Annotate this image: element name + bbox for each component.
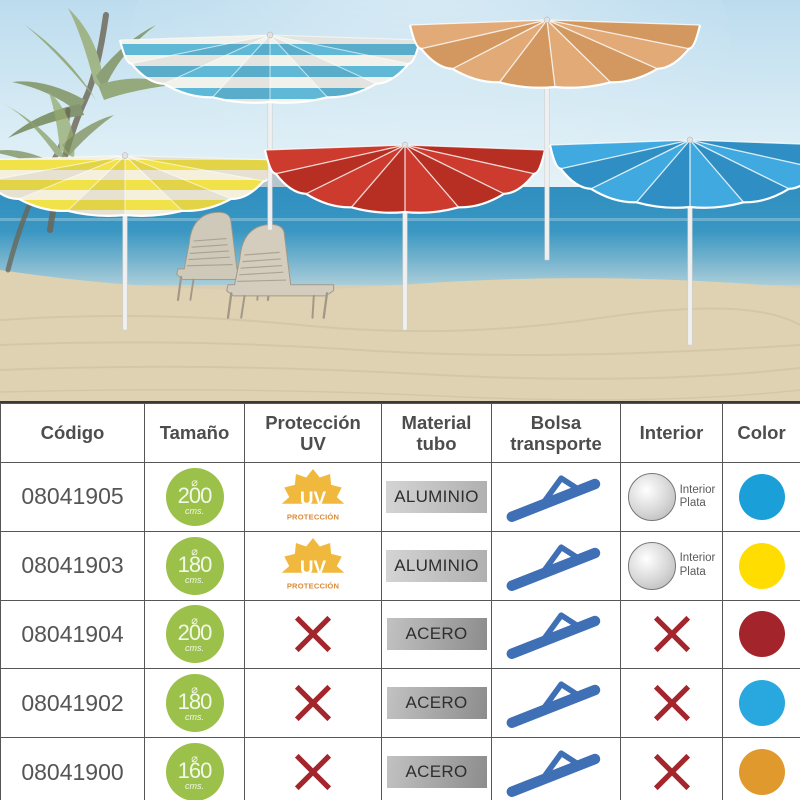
svg-text:UV: UV xyxy=(300,558,327,579)
svg-text:PROTECCIÓN: PROTECCIÓN xyxy=(287,512,339,521)
svg-text:UV: UV xyxy=(300,489,327,510)
svg-text:PROTECCIÓN: PROTECCIÓN xyxy=(287,581,339,590)
